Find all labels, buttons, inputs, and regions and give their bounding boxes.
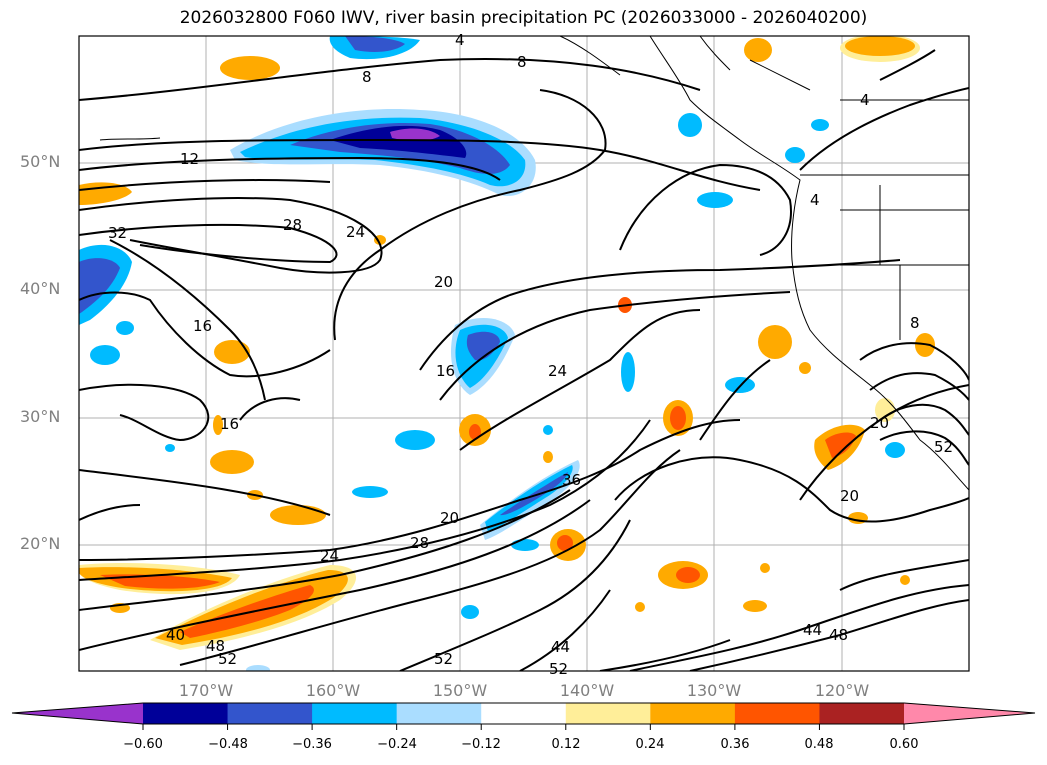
contour-label: 32: [108, 224, 127, 242]
contour-label: 8: [910, 314, 920, 332]
colorbar-segment: [565, 703, 651, 724]
contour-label: 44: [551, 638, 570, 656]
map-title: 2026032800 F060 IWV, river basin precipi…: [179, 8, 868, 28]
colorbar-segment: [227, 703, 313, 724]
colorbar-tick-label: 0.48: [804, 737, 834, 752]
contour-label: 44: [803, 621, 822, 639]
contour-labels: 8 12 28 24 32 20 16 16 24 16 20 36 28 24…: [108, 31, 953, 678]
contour-label: 4: [455, 31, 465, 49]
colorbar-tick-label: −0.24: [377, 737, 417, 752]
contour-label: 12: [180, 150, 199, 168]
lon-label-170w: 170°W: [178, 681, 234, 700]
contour-label: 28: [410, 534, 429, 552]
contour-label: 48: [829, 626, 848, 644]
coastline: [99, 36, 969, 491]
lat-label-40n: 40°N: [20, 279, 61, 298]
colorbar-tick-label: 0.36: [720, 737, 750, 752]
contour-label: 36: [562, 471, 581, 489]
contour-label: 52: [218, 650, 237, 668]
colorbar: [11, 702, 1036, 730]
contour-label: 8: [517, 53, 527, 71]
contour-label: 48: [206, 637, 225, 655]
lon-label-130w: 130°W: [686, 681, 742, 700]
colorbar-tick-label: −0.36: [292, 737, 332, 752]
contour-label: 52: [549, 660, 568, 678]
lat-label-30n: 30°N: [20, 407, 61, 426]
contour-label: 16: [193, 317, 212, 335]
colorbar-segment: [819, 703, 905, 724]
precip-shading: [79, 36, 935, 671]
contour-label: 16: [220, 415, 239, 433]
contour-label: 8: [362, 68, 372, 86]
colorbar-tick-label: −0.48: [208, 737, 248, 752]
contour-label: 20: [440, 509, 459, 527]
lon-label-140w: 140°W: [559, 681, 615, 700]
lon-label-120w: 120°W: [814, 681, 870, 700]
contour-label: 20: [840, 487, 859, 505]
contour-label: 4: [860, 91, 870, 109]
colorbar-tick-label: 0.24: [635, 737, 665, 752]
contour-label: 24: [320, 547, 339, 565]
map-frame: [78, 35, 970, 672]
colorbar-segment: [396, 703, 482, 724]
contour-label: 20: [870, 414, 889, 432]
iwv-contours: [79, 49, 969, 671]
colorbar-min-arrow: [12, 703, 143, 724]
colorbar-tick-label: 0.12: [551, 737, 581, 752]
lon-label-160w: 160°W: [305, 681, 361, 700]
contour-label: 16: [436, 362, 455, 380]
colorbar-tick-label: 0.60: [889, 737, 919, 752]
lat-label-20n: 20°N: [20, 534, 61, 553]
contour-label: 28: [283, 216, 302, 234]
colorbar-tick-label: −0.12: [461, 737, 501, 752]
colorbar-max-arrow: [904, 703, 1035, 724]
colorbar-segment: [312, 703, 398, 724]
contour-label: 24: [346, 223, 365, 241]
contour-label: 52: [434, 650, 453, 668]
contour-label: 40: [166, 626, 185, 644]
colorbar-segment: [481, 703, 567, 724]
colorbar-segment: [650, 703, 736, 724]
contour-label: 24: [548, 362, 567, 380]
colorbar-segment: [143, 703, 229, 724]
colorbar-tick-label: −0.60: [123, 737, 163, 752]
lat-label-50n: 50°N: [20, 152, 61, 171]
contour-label: 20: [434, 273, 453, 291]
contour-label: 4: [810, 191, 820, 209]
contour-label: 52: [934, 438, 953, 456]
lon-label-150w: 150°W: [432, 681, 488, 700]
colorbar-segment: [734, 703, 820, 724]
